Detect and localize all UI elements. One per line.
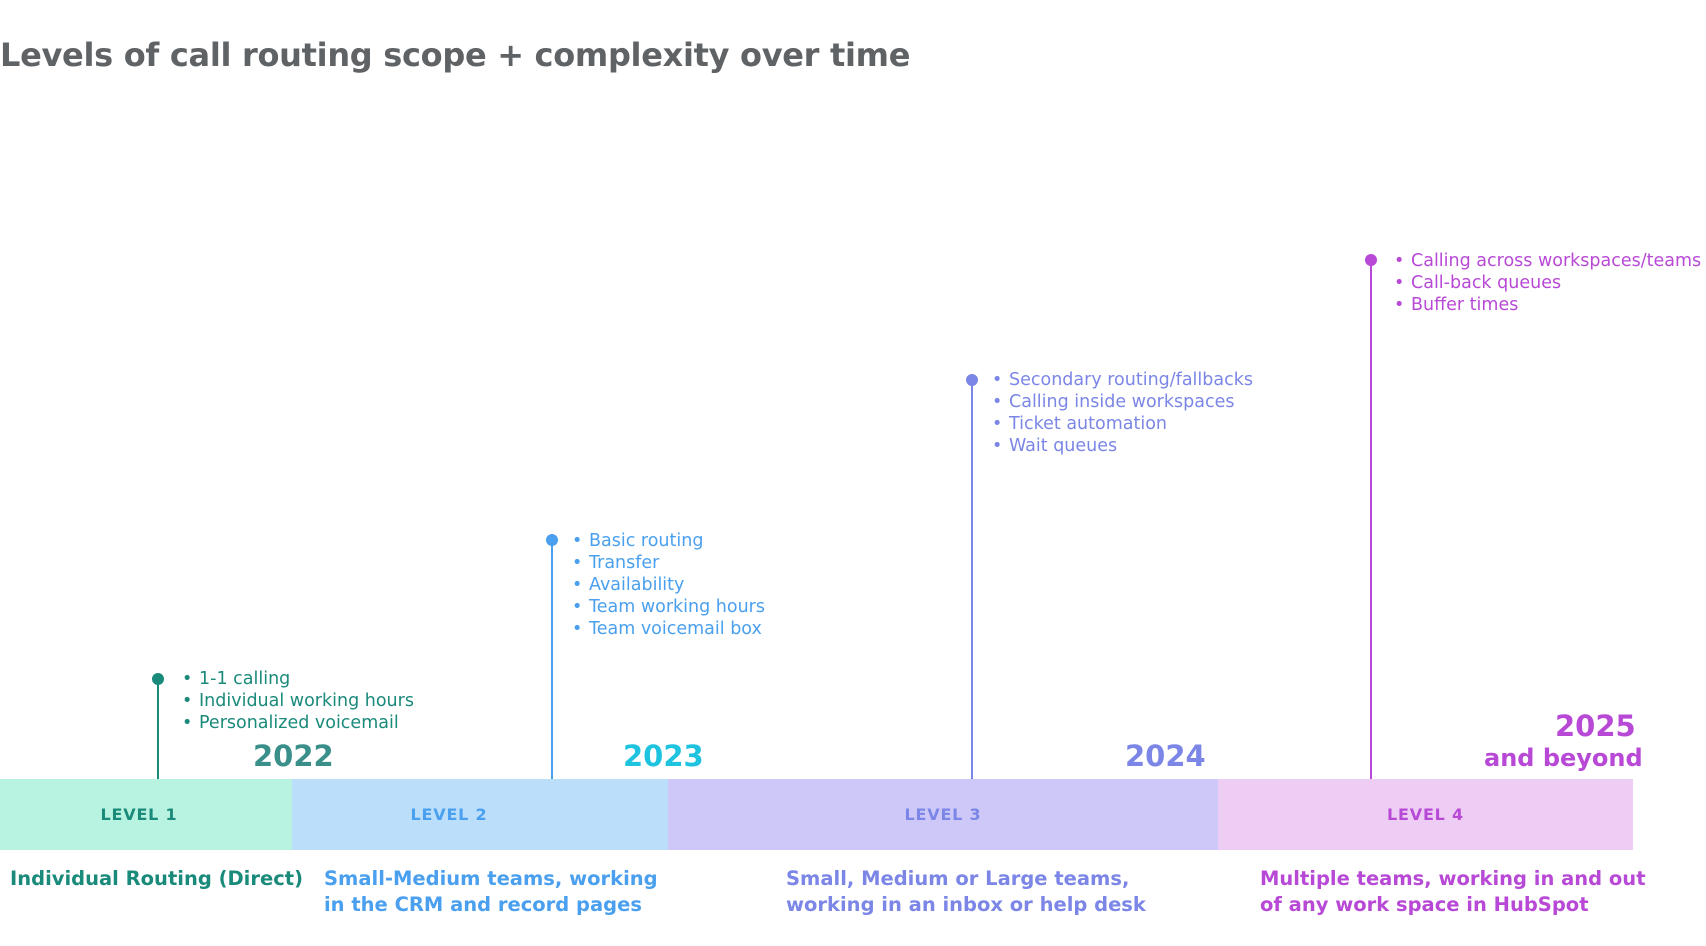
feature-item: Individual working hours	[182, 690, 414, 712]
milestone-4-features: Calling across workspaces/teams Call-bac…	[1394, 250, 1701, 316]
feature-item: Team working hours	[572, 596, 765, 618]
milestone-1-dot	[152, 673, 164, 685]
description-line: in the CRM and record pages	[324, 893, 642, 916]
level-4-label: LEVEL 4	[1387, 805, 1464, 824]
feature-item: Call-back queues	[1394, 272, 1701, 294]
feature-item: Calling across workspaces/teams	[1394, 250, 1701, 272]
year-2022: 2022	[253, 739, 334, 773]
feature-item: Secondary routing/fallbacks	[992, 369, 1253, 391]
milestone-1-features: 1-1 calling Individual working hours Per…	[182, 668, 414, 734]
milestone-4-dot	[1365, 254, 1377, 266]
level-3-label: LEVEL 3	[904, 805, 982, 824]
milestone-2-features: Basic routing Transfer Availability Team…	[572, 530, 765, 640]
milestone-3-dot	[966, 374, 978, 386]
description-line: Small-Medium teams, working	[324, 867, 658, 890]
milestone-4-stem	[1370, 261, 1372, 779]
feature-item: Team voicemail box	[572, 618, 765, 640]
feature-item: Buffer times	[1394, 294, 1701, 316]
description-line: Individual Routing (Direct)	[10, 867, 303, 890]
description-line: Small, Medium or Large teams,	[786, 867, 1130, 890]
page-title: Levels of call routing scope + complexit…	[0, 36, 911, 74]
milestone-2-dot	[546, 534, 558, 546]
level-3-description: Small, Medium or Large teams, working in…	[786, 866, 1146, 918]
milestone-3-features: Secondary routing/fallbacks Calling insi…	[992, 369, 1253, 457]
level-1-label: LEVEL 1	[100, 805, 178, 824]
year-2025: 2025	[1555, 709, 1636, 743]
feature-item: Basic routing	[572, 530, 765, 552]
feature-item: 1-1 calling	[182, 668, 414, 690]
year-2025-subtitle: and beyond	[1484, 744, 1643, 772]
feature-item: Transfer	[572, 552, 765, 574]
year-2023: 2023	[623, 739, 704, 773]
level-1-band: LEVEL 1	[0, 779, 292, 850]
level-2-band: LEVEL 2	[292, 779, 668, 850]
level-3-band: LEVEL 3	[668, 779, 1218, 850]
level-2-label: LEVEL 2	[410, 805, 488, 824]
feature-item: Availability	[572, 574, 765, 596]
milestone-2-stem	[551, 540, 553, 779]
year-2024: 2024	[1125, 739, 1206, 773]
level-1-description: Individual Routing (Direct)	[10, 866, 303, 892]
level-2-description: Small-Medium teams, working in the CRM a…	[324, 866, 658, 918]
description-line: of any work space in HubSpot	[1260, 893, 1589, 916]
milestone-3-stem	[971, 380, 973, 779]
feature-item: Calling inside workspaces	[992, 391, 1253, 413]
description-line: working in an inbox or help desk	[786, 893, 1146, 916]
feature-item: Wait queues	[992, 435, 1253, 457]
level-4-description: Multiple teams, working in and out of an…	[1260, 866, 1646, 918]
level-4-band: LEVEL 4	[1218, 779, 1633, 850]
milestone-1-stem	[157, 679, 159, 779]
description-line: Multiple teams, working in and out	[1260, 867, 1646, 890]
feature-item: Personalized voicemail	[182, 712, 414, 734]
feature-item: Ticket automation	[992, 413, 1253, 435]
